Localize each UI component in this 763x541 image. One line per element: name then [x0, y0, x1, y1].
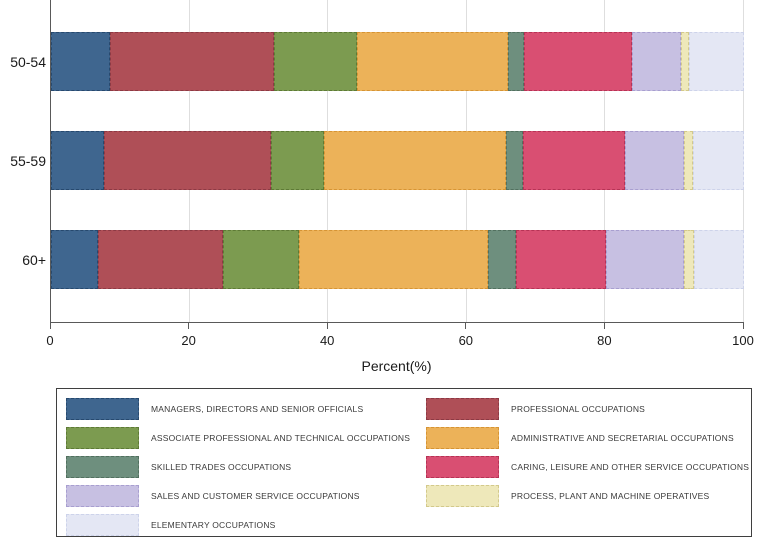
- legend-item: ASSOCIATE PROFESSIONAL AND TECHNICAL OCC…: [66, 427, 410, 449]
- x-tick: [603, 323, 605, 329]
- bar-segment: [324, 131, 507, 190]
- x-tick: [742, 323, 744, 329]
- bar-segment: [689, 32, 744, 91]
- bar-segment: [694, 230, 744, 289]
- legend-label: ADMINISTRATIVE AND SECRETARIAL OCCUPATIO…: [511, 433, 734, 443]
- bar-segment: [523, 32, 633, 91]
- bar-segment: [109, 32, 275, 91]
- bar-segment: [507, 32, 524, 91]
- bar-segment: [632, 32, 681, 91]
- x-tick-label: 80: [597, 333, 612, 348]
- x-tick-label: 40: [319, 333, 335, 348]
- legend-item: CARING, LEISURE AND OTHER SERVICE OCCUPA…: [426, 456, 749, 478]
- bar-segment: [274, 32, 358, 91]
- bar-segment: [683, 131, 693, 190]
- x-tick: [326, 323, 328, 329]
- legend-swatch: [426, 427, 499, 449]
- legend-item: ELEMENTARY OCCUPATIONS: [66, 514, 410, 536]
- legend-item: SALES AND CUSTOMER SERVICE OCCUPATIONS: [66, 485, 410, 507]
- bar-segment: [692, 131, 744, 190]
- legend-swatch: [66, 514, 139, 536]
- x-axis-title: Percent(%): [361, 358, 432, 374]
- legend-label: SKILLED TRADES OCCUPATIONS: [151, 462, 292, 472]
- plot-area: [50, 0, 744, 323]
- legend-column-left: MANAGERS, DIRECTORS AND SENIOR OFFICIALS…: [66, 398, 410, 541]
- x-tick: [188, 323, 190, 329]
- y-axis-label: 60+: [22, 251, 46, 268]
- legend-swatch: [426, 456, 499, 478]
- legend-item: PROCESS, PLANT AND MACHINE OPERATIVES: [426, 485, 749, 507]
- legend-swatch: [426, 398, 499, 420]
- x-tick: [465, 323, 467, 329]
- legend-swatch: [66, 398, 139, 420]
- bar-segment: [506, 131, 523, 190]
- bar-row-50-54: [51, 32, 744, 91]
- legend-label: PROFESSIONAL OCCUPATIONS: [511, 404, 646, 414]
- bar-segment: [515, 230, 607, 289]
- bar-segment: [522, 131, 625, 190]
- bar-segment: [299, 230, 488, 289]
- x-tick-label: 60: [458, 333, 474, 348]
- bar-segment: [487, 230, 516, 289]
- x-tick-label: 100: [732, 333, 754, 348]
- bar-segment: [98, 230, 223, 289]
- legend-item: SKILLED TRADES OCCUPATIONS: [66, 456, 410, 478]
- bar-segment: [680, 32, 690, 91]
- legend-label: SALES AND CUSTOMER SERVICE OCCUPATIONS: [151, 491, 360, 501]
- bar-segment: [624, 131, 684, 190]
- bar-segment: [357, 32, 508, 91]
- legend-column-right: PROFESSIONAL OCCUPATIONS ADMINISTRATIVE A…: [426, 398, 749, 514]
- bar-segment: [606, 230, 685, 289]
- legend-label: ELEMENTARY OCCUPATIONS: [151, 520, 276, 530]
- bar-segment: [270, 131, 325, 190]
- bar-segment: [51, 32, 110, 91]
- legend-label: CARING, LEISURE AND OTHER SERVICE OCCUPA…: [511, 462, 750, 472]
- bar-segment: [222, 230, 300, 289]
- x-axis: 0 20 40 60 80 100: [46, 323, 754, 357]
- legend-swatch: [66, 456, 139, 478]
- legend-label: ASSOCIATE PROFESSIONAL AND TECHNICAL OCC…: [151, 433, 411, 443]
- legend: MANAGERS, DIRECTORS AND SENIOR OFFICIALS…: [56, 388, 752, 537]
- x-tick: [49, 323, 51, 329]
- bar-segment: [104, 131, 271, 190]
- bar-row-55-59: [51, 131, 744, 190]
- legend-item: ADMINISTRATIVE AND SECRETARIAL OCCUPATIO…: [426, 427, 749, 449]
- legend-swatch: [426, 485, 499, 507]
- legend-label: MANAGERS, DIRECTORS AND SENIOR OFFICIALS: [151, 404, 364, 414]
- bar-row-60+: [51, 230, 744, 289]
- y-axis-label: 50-54: [10, 53, 46, 70]
- legend-label: PROCESS, PLANT AND MACHINE OPERATIVES: [511, 491, 710, 501]
- legend-swatch: [66, 485, 139, 507]
- bar-segment: [684, 230, 695, 289]
- bar-segment: [51, 131, 105, 190]
- bar-segment: [51, 230, 99, 289]
- legend-item: MANAGERS, DIRECTORS AND SENIOR OFFICIALS: [66, 398, 410, 420]
- legend-swatch: [66, 427, 139, 449]
- x-tick-label: 20: [181, 333, 196, 348]
- y-axis-label: 55-59: [10, 152, 46, 169]
- legend-item: PROFESSIONAL OCCUPATIONS: [426, 398, 749, 420]
- x-tick-label: 0: [46, 333, 54, 348]
